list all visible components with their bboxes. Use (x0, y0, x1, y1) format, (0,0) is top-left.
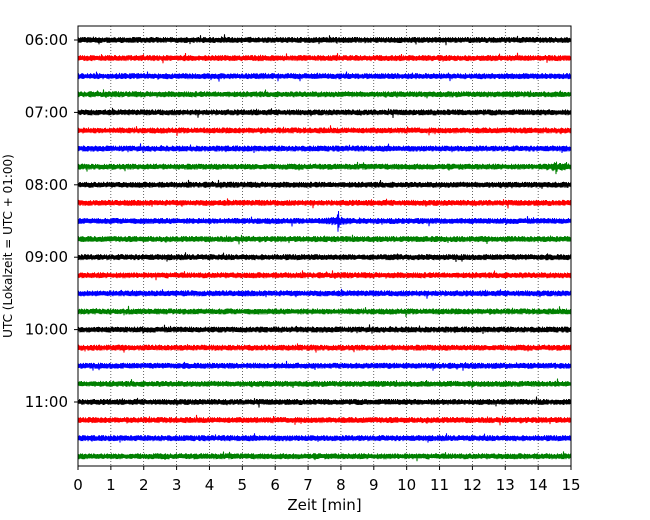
x-tick-label: 7 (303, 476, 313, 494)
x-tick-label: 1 (106, 476, 116, 494)
x-tick-label: 12 (463, 476, 482, 494)
seismic-trace (77, 143, 572, 153)
plot-frame (77, 25, 572, 467)
x-tick-label: 4 (205, 476, 215, 494)
seismic-trace (77, 324, 572, 334)
seismic-traces (77, 34, 572, 462)
seismic-trace (77, 89, 572, 99)
x-tick-label: 14 (529, 476, 548, 494)
seismic-trace (77, 433, 572, 443)
seismic-trace (77, 71, 572, 82)
seismic-trace (77, 234, 572, 245)
x-tick-label: 9 (369, 476, 379, 494)
y-tick-label: 11:00 (25, 393, 68, 411)
x-tick-label: 8 (336, 476, 346, 494)
seismic-trace (77, 305, 572, 318)
y-tick-label: 10:00 (25, 321, 68, 339)
x-axis-label: Zeit [min] (287, 496, 361, 514)
y-tick-label: 09:00 (25, 248, 68, 266)
x-tick-label: 5 (238, 476, 248, 494)
seismic-trace (77, 179, 572, 189)
grid-lines (110, 26, 539, 466)
seismic-trace (77, 198, 572, 209)
seismic-trace (77, 125, 572, 137)
seismic-trace (77, 396, 572, 408)
x-tick-label: 10 (397, 476, 416, 494)
seismic-trace (77, 34, 572, 46)
seismic-trace (77, 52, 572, 64)
seismic-trace (77, 378, 572, 389)
seismic-trace (77, 252, 572, 263)
x-tick-label: 6 (270, 476, 280, 494)
x-tick-label: 3 (172, 476, 182, 494)
seismic-trace (77, 451, 572, 462)
y-axis-ticks: 06:00 07:00 08:00 09:00 10:00 11:00 (25, 31, 78, 411)
x-tick-label: 0 (73, 476, 83, 494)
y-tick-label: 06:00 (25, 31, 68, 49)
seismic-trace (77, 270, 572, 281)
seismic-trace (77, 161, 572, 175)
seismic-trace (77, 288, 572, 299)
x-axis-ticks: 0 1 2 3 4 5 6 7 8 9 10 11 12 13 14 15 (73, 466, 581, 494)
y-tick-label: 08:00 (25, 176, 68, 194)
x-tick-label: 2 (139, 476, 149, 494)
seismic-trace (77, 360, 572, 371)
seismic-trace (77, 414, 572, 426)
y-axis-label: UTC (Lokalzeit = UTC + 01:00) (1, 154, 15, 338)
seismic-trace (77, 107, 572, 118)
y-tick-label: 07:00 (25, 103, 68, 121)
x-tick-label: 13 (496, 476, 515, 494)
x-tick-label: 15 (561, 476, 580, 494)
x-tick-label: 11 (430, 476, 449, 494)
seismic-trace (77, 343, 572, 353)
seismic-trace (77, 210, 572, 232)
